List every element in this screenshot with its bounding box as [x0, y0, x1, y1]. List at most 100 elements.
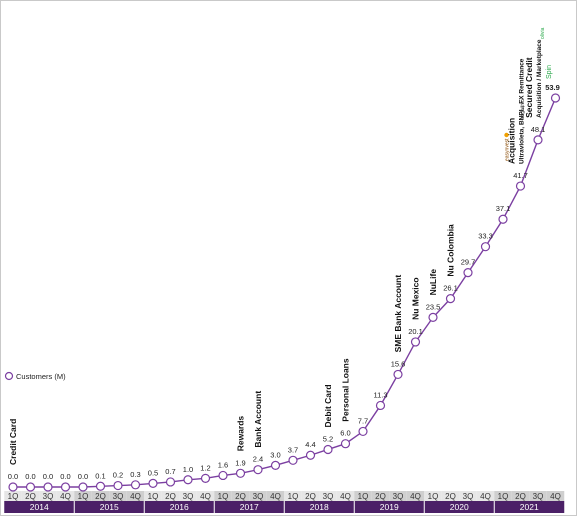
- cognitivo-logo: cognitivo: [520, 99, 526, 119]
- data-point: [253, 465, 263, 475]
- year-cell: [214, 501, 285, 513]
- quarter-cell: [21, 491, 40, 501]
- data-label: 33.3: [478, 232, 493, 241]
- quarter-cell: [546, 491, 565, 501]
- data-point: [113, 480, 123, 491]
- quarter-label: 3Q: [183, 492, 194, 501]
- data-label: 0.7: [165, 467, 175, 476]
- data-point: [8, 482, 18, 492]
- quarter-label: 1Q: [78, 492, 89, 501]
- data-label: 0.0: [43, 472, 53, 481]
- quarter-cell: [441, 491, 460, 501]
- data-label: 6.0: [340, 429, 350, 438]
- year-label: 2014: [30, 502, 49, 512]
- quarter-cell: [214, 491, 232, 501]
- legend-label: Customers (M): [16, 372, 66, 381]
- legend-marker: [4, 371, 14, 381]
- quarter-cell: [476, 491, 495, 501]
- data-label: 15.6: [391, 359, 406, 368]
- quarter-cell: [161, 491, 180, 501]
- data-label: 0.0: [25, 472, 35, 481]
- quarter-cell: [39, 491, 57, 501]
- data-label: 41.7: [513, 171, 528, 180]
- quarter-label: 4Q: [410, 492, 421, 501]
- quarter-cell: [354, 491, 372, 501]
- series-line: [13, 97, 557, 488]
- quarter-cell: [266, 491, 285, 501]
- quarter-label: 1Q: [358, 492, 369, 501]
- quarter-label: 3Q: [253, 492, 264, 501]
- year-cell: [144, 501, 215, 513]
- data-point: [305, 450, 316, 460]
- data-label: 11.3: [373, 390, 387, 399]
- quarter-label: 1Q: [8, 492, 19, 501]
- annotation-label: Bank Account: [253, 391, 263, 448]
- quarter-label: 3Q: [533, 492, 544, 501]
- annotation-label: Secured Credit: [524, 57, 534, 118]
- quarter-label: 3Q: [463, 492, 474, 501]
- quarter-cell: [459, 491, 477, 501]
- quarter-cell: [196, 491, 215, 501]
- data-point: [410, 337, 421, 347]
- data-point: [445, 294, 456, 304]
- annotation-label: Nu Colombia: [446, 224, 456, 277]
- data-label: 29.7: [461, 258, 476, 267]
- year-label: 2019: [380, 502, 399, 512]
- data-point: [60, 482, 71, 492]
- data-point: [183, 475, 193, 485]
- data-label: 53.9: [545, 83, 560, 92]
- data-point: [393, 369, 403, 380]
- data-label: 0.2: [113, 471, 123, 480]
- quarter-cell: [126, 491, 145, 501]
- quarter-label: 2Q: [515, 492, 526, 501]
- quarter-label: 2Q: [445, 492, 456, 501]
- data-label: 3.7: [288, 445, 298, 454]
- data-label: 5.2: [323, 434, 333, 443]
- data-label: 0.0: [8, 472, 18, 481]
- data-point: [218, 470, 228, 481]
- data-label: 2.4: [253, 455, 263, 464]
- quarter-cell: [389, 491, 407, 501]
- data-label: 48.1: [531, 125, 546, 134]
- quarter-label: 4Q: [550, 492, 561, 501]
- year-cell: [494, 501, 565, 513]
- annotation-label: NuLife: [428, 269, 438, 296]
- quarter-cell: [406, 491, 425, 501]
- quarter-label: 3Q: [393, 492, 404, 501]
- data-label: 20.1: [408, 327, 423, 336]
- quarter-cell: [424, 491, 442, 501]
- quarter-cell: [284, 491, 302, 501]
- annotation-label: Ultravioleta, BNPL, FX Remittance: [519, 58, 526, 164]
- data-point: [480, 242, 491, 252]
- quarter-cell: [494, 491, 512, 501]
- year-label: 2021: [520, 502, 539, 512]
- quarter-label: 4Q: [270, 492, 281, 501]
- year-cell: [284, 501, 355, 513]
- year-label: 2018: [310, 502, 329, 512]
- data-label: 4.4: [305, 440, 315, 449]
- annotation-label: Acquisition: [507, 118, 517, 164]
- quarter-label: 1Q: [498, 492, 509, 501]
- quarter-cell: [371, 491, 390, 501]
- quarter-cell: [336, 491, 355, 501]
- annotation-label: Debit Card: [323, 384, 333, 427]
- data-label: 0.1: [95, 471, 105, 480]
- data-point: [358, 426, 368, 437]
- easynvest-logo-mark: [504, 132, 509, 138]
- quarter-cell: [319, 491, 337, 501]
- data-point: [25, 482, 36, 492]
- olivia-logo: olivia: [540, 27, 546, 39]
- quarter-label: 2Q: [95, 492, 106, 501]
- data-label: 0.5: [148, 468, 158, 477]
- annotation-label: Nu Mexico: [411, 277, 421, 320]
- data-point: [375, 400, 386, 411]
- data-point: [533, 135, 543, 145]
- quarter-label: 3Q: [43, 492, 54, 501]
- quarter-label: 4Q: [60, 492, 71, 501]
- quarter-cell: [249, 491, 267, 501]
- data-point: [43, 482, 53, 492]
- data-label: 1.6: [218, 460, 228, 469]
- data-point: [78, 482, 88, 492]
- data-label: 23.5: [426, 302, 441, 311]
